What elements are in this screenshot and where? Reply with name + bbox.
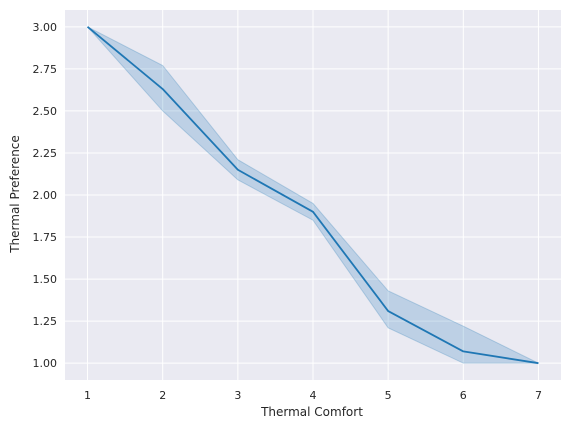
grid-lines bbox=[65, 10, 561, 380]
x-tick-label: 3 bbox=[234, 389, 241, 402]
x-tick-label: 6 bbox=[460, 389, 467, 402]
y-tick-label: 2.75 bbox=[33, 63, 58, 76]
y-axis-label: Thermal Preference bbox=[8, 135, 22, 254]
x-tick-label: 1 bbox=[84, 389, 91, 402]
x-tick-label: 7 bbox=[535, 389, 542, 402]
x-tick-label: 4 bbox=[310, 389, 317, 402]
y-tick-label: 1.75 bbox=[33, 231, 58, 244]
x-tick-label: 2 bbox=[159, 389, 166, 402]
y-tick-label: 2.00 bbox=[33, 189, 58, 202]
y-tick-label: 1.25 bbox=[33, 315, 58, 328]
y-tick-labels: 1.00 1.25 1.50 1.75 2.00 2.25 2.50 2.75 3.00 bbox=[33, 21, 58, 370]
y-tick-label: 2.25 bbox=[33, 147, 58, 160]
x-tick-label: 5 bbox=[385, 389, 392, 402]
x-tick-labels: 1 2 3 4 5 6 7 bbox=[84, 389, 542, 402]
x-axis-label: Thermal Comfort bbox=[260, 405, 363, 419]
confidence-band bbox=[87, 26, 539, 364]
y-tick-label: 1.50 bbox=[33, 273, 58, 286]
y-tick-label: 3.00 bbox=[33, 21, 58, 34]
y-tick-label: 2.50 bbox=[33, 105, 58, 118]
y-tick-label: 1.00 bbox=[33, 357, 58, 370]
series-line bbox=[86, 26, 539, 365]
